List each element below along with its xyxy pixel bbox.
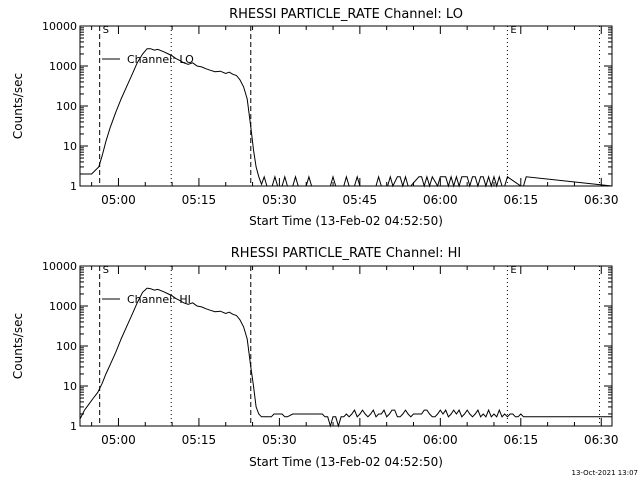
time-marker-label: S [103,265,109,276]
x-tick-label: 06:30 [584,433,619,447]
time-marker-label: E [510,265,516,276]
x-tick-label: 06:00 [423,193,458,207]
y-axis-label: Counts/sec [11,313,25,379]
time-marker-label: E [510,25,516,36]
legend-label: Channel: HI [127,293,191,306]
y-tick-label: 10 [63,380,77,393]
time-marker-label: S [103,25,109,36]
x-tick-label: 06:00 [423,433,458,447]
series-line-main [80,48,613,188]
panel-hi: RHESSI PARTICLE_RATE Channel: HI Start Ti… [11,246,619,469]
x-tick-label: 06:15 [504,433,539,447]
y-tick-label: 100 [56,340,77,353]
footer-timestamp: 13-Oct-2021 13:07 [572,469,638,477]
y-tick-label: 1 [70,180,77,193]
chart-title: RHESSI PARTICLE_RATE Channel: HI [231,246,461,261]
y-tick-label: 1 [70,420,77,433]
y-tick-label: 10000 [42,20,77,33]
y-tick-label: 10000 [42,260,77,273]
panel-lo: RHESSI PARTICLE_RATE Channel: LO Start Ti… [11,7,619,228]
y-tick-label: 10 [63,140,77,153]
x-tick-label: 05:45 [343,193,378,207]
x-tick-label: 05:30 [262,433,297,447]
series-line-main [79,287,612,428]
x-tick-label: 05:30 [262,193,297,207]
x-tick-label: 05:00 [101,193,136,207]
x-axis-label: Start Time (13-Feb-02 04:52:50) [249,214,443,228]
x-axis-label: Start Time (13-Feb-02 04:52:50) [249,455,443,469]
x-tick-label: 06:30 [584,193,619,207]
x-tick-label: 05:45 [343,433,378,447]
y-tick-label: 1000 [49,60,77,73]
x-tick-label: 05:15 [182,193,217,207]
x-tick-label: 06:15 [504,193,539,207]
y-tick-label: 100 [56,100,77,113]
legend-label: Channel: LO [127,53,194,66]
x-tick-label: 05:15 [182,433,217,447]
chart-title: RHESSI PARTICLE_RATE Channel: LO [229,7,463,22]
y-tick-label: 1000 [49,300,77,313]
y-axis-label: Counts/sec [11,73,25,139]
x-tick-label: 05:00 [101,433,136,447]
